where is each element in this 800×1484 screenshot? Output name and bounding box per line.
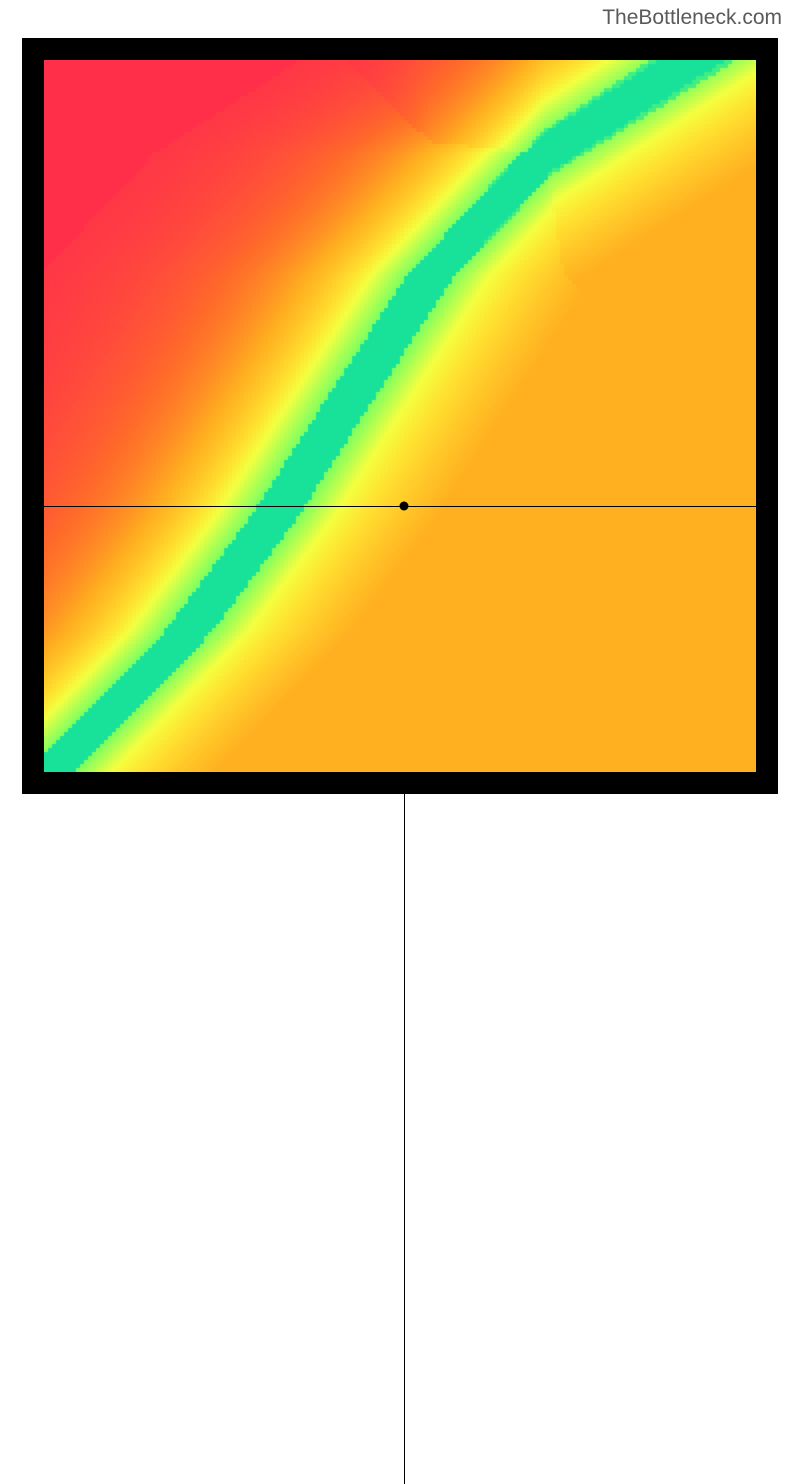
watermark-text: TheBottleneck.com [602, 6, 782, 30]
crosshair-vertical [404, 772, 405, 1484]
heatmap-frame [22, 38, 778, 794]
heatmap-plot [44, 60, 756, 772]
intersection-marker [399, 502, 408, 511]
heatmap-canvas [44, 60, 756, 772]
